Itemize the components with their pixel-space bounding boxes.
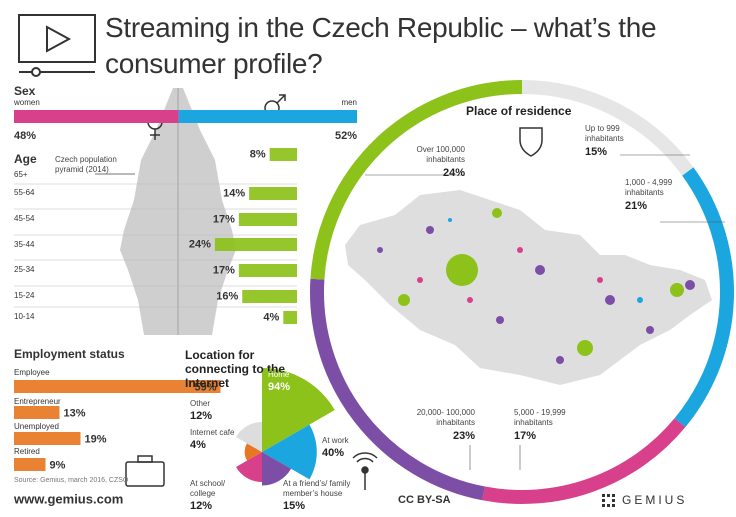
bar (238, 213, 297, 226)
value-label: 12% (190, 410, 213, 422)
polar-sector (244, 443, 262, 461)
donut-segment (674, 167, 734, 428)
bar (14, 432, 81, 445)
video-icon (18, 14, 96, 77)
category-label: At work (322, 436, 349, 445)
category-label: At school/ college (190, 479, 226, 498)
bar (14, 380, 221, 393)
section-title: Employment status (14, 347, 125, 361)
polar-sector (236, 421, 262, 452)
value-label: 17% (213, 264, 235, 276)
title: Streaming in the Czech Republic – what’s… (105, 12, 657, 79)
category-label: At a friend’s/ family member’s house (283, 479, 351, 498)
category-label: Home (268, 370, 290, 379)
value-label: 15% (585, 146, 608, 158)
value-label: 94% (268, 381, 291, 393)
value-label: 16% (216, 290, 238, 302)
value-label: 21% (625, 200, 648, 212)
category-label: Other (190, 399, 211, 408)
category-label: 35-44 (14, 240, 35, 249)
value-label: 15% (283, 500, 306, 512)
value-label: 4% (263, 311, 279, 323)
category-label: 25-34 (14, 265, 35, 274)
value-label: 9% (50, 459, 66, 471)
value-label: 59% (194, 381, 216, 393)
donut-segment (310, 278, 485, 501)
value-label: 19% (85, 433, 107, 445)
section-title: Place of residence (466, 104, 572, 118)
bar (242, 290, 297, 303)
value-label: 8% (250, 148, 266, 160)
polar-sector (236, 452, 262, 483)
category-label: Retired (14, 447, 40, 456)
value-label: 12% (190, 500, 213, 512)
section-title: Age (14, 152, 37, 166)
category-label: 65+ (14, 170, 28, 179)
category-label: 15-24 (14, 291, 35, 300)
brand: GEMIUS (622, 493, 687, 507)
donut-segment (521, 80, 694, 176)
value-label: 24% (442, 167, 465, 179)
donut-segment (310, 80, 523, 280)
bar (214, 238, 297, 251)
category-label: Up to 999 inhabitants (585, 124, 624, 143)
symbols (125, 94, 543, 490)
category-label: 45-54 (14, 214, 35, 223)
value-label: 24% (189, 238, 211, 250)
website: www.gemius.com (13, 491, 123, 506)
donut-segment (482, 418, 686, 504)
value-label: 17% (213, 213, 235, 225)
bar (269, 148, 297, 161)
polar-sector (262, 452, 292, 486)
category-label: 5,000 - 19,999 inhabitants (514, 408, 566, 427)
category-label: Employee (14, 368, 50, 377)
polar-sector (262, 368, 335, 452)
polar-sector (262, 424, 317, 480)
value-label: 48% (14, 130, 36, 142)
value-label: 17% (514, 430, 537, 442)
annotation: Czech population pyramid (2014) (55, 155, 117, 174)
bar (14, 406, 60, 419)
value-label: 4% (190, 439, 206, 451)
category-label: Internet cafe (190, 428, 235, 437)
category-label: 55-64 (14, 188, 35, 197)
bar-segment (14, 110, 179, 123)
value-label: 14% (223, 187, 245, 199)
category-label: Unemployed (14, 422, 59, 431)
section-title: Sex (14, 84, 36, 98)
category-label: 20,000- 100,000 inhabitants (416, 408, 475, 427)
map (345, 190, 712, 385)
section-title: Location for connecting to the Internet (185, 348, 285, 390)
value-label: 52% (335, 130, 357, 142)
category-label: Over 100,000 inhabitants (416, 145, 465, 164)
license: CC BY-SA (398, 494, 451, 506)
brand-mark (602, 494, 615, 507)
bar-segment (178, 110, 357, 123)
bar (238, 264, 297, 277)
value-label: 13% (64, 407, 86, 419)
source-note: Source: Gemius, march 2016, CZSO (14, 477, 129, 484)
legend-label: women (13, 98, 40, 107)
value-label: 40% (322, 447, 345, 459)
category-label: 10-14 (14, 312, 35, 321)
category-label: 1,000 - 4,999 inhabitants (625, 178, 673, 197)
bar (14, 458, 46, 471)
bar (249, 187, 297, 200)
value-label: 23% (452, 430, 475, 442)
bar (283, 311, 297, 324)
legend-label: men (341, 98, 357, 107)
category-label: Entrepreneur (14, 397, 61, 406)
